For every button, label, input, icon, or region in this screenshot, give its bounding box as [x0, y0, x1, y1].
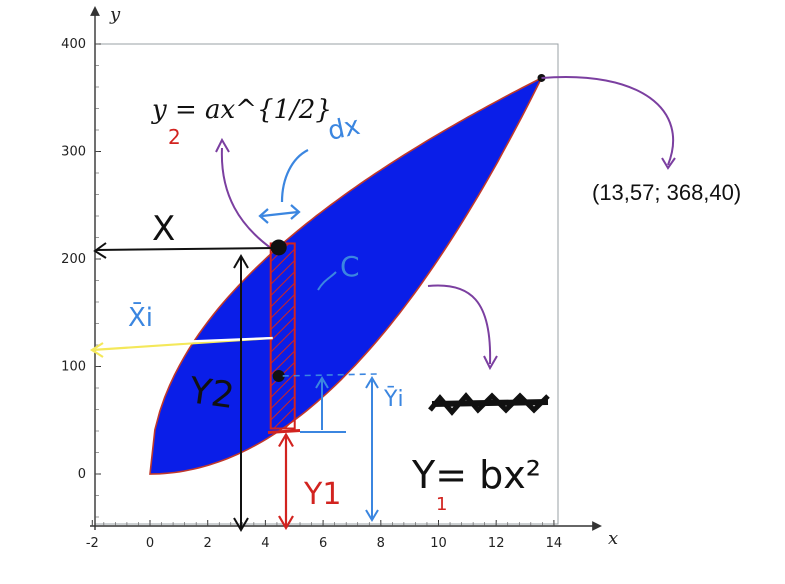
Y2-arrow-bottom [233, 517, 249, 532]
x-tick-label: 10 [430, 536, 447, 551]
scribble-bar [431, 399, 549, 407]
Y1-arrow-bottom [278, 515, 294, 531]
half-height-arrow-top [315, 376, 329, 389]
Y1-arrow-top [278, 432, 294, 448]
X-arrow-head [93, 242, 107, 259]
Y2-label: Y2 [186, 370, 237, 417]
annotation-layer [89, 73, 676, 532]
dx-arrow [261, 210, 299, 218]
y-axis-label: y [109, 4, 121, 25]
x-axis-label: x [608, 528, 618, 549]
lower-curve-equation: Y= bx² [411, 453, 541, 497]
lower-eq-arrow [427, 284, 492, 365]
x-tick-label: 0 [146, 536, 154, 551]
intersection-label: (13,57; 368,40) [592, 180, 741, 205]
upper-eq-arrow-head [215, 137, 230, 153]
axes-layer [90, 6, 602, 531]
lower-eq-arrow-head [483, 355, 498, 371]
x-tick-label: -2 [86, 536, 99, 551]
Xi-label: X̄i [128, 301, 153, 333]
y-tick-label: 300 [61, 145, 86, 160]
y-tick-label: 100 [61, 360, 86, 375]
Yi-label: Ȳi [383, 387, 404, 412]
y-tick-label: 0 [78, 467, 86, 482]
y-tick-label: 400 [61, 37, 86, 52]
x-tick-label: 4 [261, 536, 269, 551]
centroid-point [272, 369, 285, 382]
x-tick-label: 2 [204, 536, 212, 551]
Xi-arrow-inner [149, 336, 273, 345]
Y1-cap [267, 429, 301, 435]
x-tick-label: 6 [319, 536, 327, 551]
x-tick-label: 8 [377, 536, 385, 551]
differential-strip [269, 242, 296, 430]
centroid-dashed [282, 373, 379, 377]
Yi-arrow-bottom [365, 509, 379, 522]
centroid-label: C [340, 250, 360, 283]
intersection-arrow-head [661, 157, 676, 170]
Y2-arrow-top [233, 254, 249, 269]
dx-label: dx [325, 111, 362, 147]
upper-curve-equation: y = ax^{1/2} [151, 95, 332, 125]
X-label: X [152, 209, 175, 249]
X-arrow [95, 247, 275, 251]
dx-arrow-left-head [258, 208, 269, 224]
upper-point [270, 239, 287, 256]
Yi-arrow-top [365, 376, 379, 389]
upper-eq-arrow [220, 147, 274, 251]
Y1-label: Y1 [303, 477, 341, 512]
lower-curve-subscript: 1 [436, 494, 447, 515]
y-tick-label: 200 [61, 252, 86, 267]
x-tick-label: 14 [546, 536, 563, 551]
centroid-callout [317, 271, 337, 291]
intersection-arrow [541, 76, 675, 166]
dx-arrow-right-head [290, 204, 301, 220]
dx-callout [280, 149, 309, 203]
upper-curve-subscript: 2 [168, 125, 181, 149]
x-tick-label: 12 [488, 536, 505, 551]
Xi-arrow-head [89, 342, 104, 358]
